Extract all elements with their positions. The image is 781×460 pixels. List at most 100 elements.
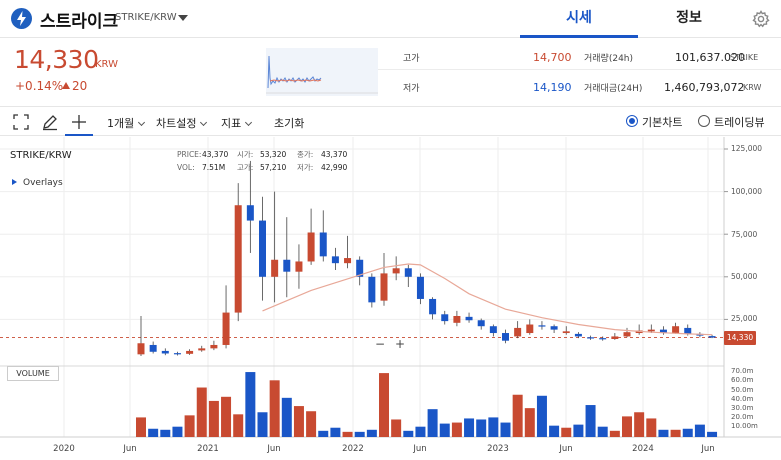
x-tick-label: Jun xyxy=(123,444,137,454)
candle-body xyxy=(574,333,582,337)
candle-body xyxy=(392,268,400,274)
trading-view-radio[interactable] xyxy=(698,115,710,127)
volume-bar xyxy=(281,397,292,437)
up-arrow-icon xyxy=(62,82,70,89)
vol-tick-label: 10.00m xyxy=(731,422,758,430)
x-tick-label: Jun xyxy=(413,444,427,454)
candle-body xyxy=(368,276,376,303)
crosshair-tool[interactable] xyxy=(65,107,93,136)
candle-body xyxy=(161,350,169,354)
candle-body xyxy=(502,333,509,341)
volume-bar xyxy=(464,418,475,437)
volume-bar xyxy=(549,425,560,437)
legend-vol-label: VOL: xyxy=(177,163,195,172)
chevron-down-icon xyxy=(200,118,208,127)
volume-bar xyxy=(366,429,377,437)
candle-body xyxy=(672,326,680,334)
indicators-select[interactable]: 지표 xyxy=(221,115,253,131)
y-tick-label: 50,000 xyxy=(731,272,758,281)
zoom-in-button[interactable]: + xyxy=(395,337,406,351)
vol-tick-label: 40.0m xyxy=(731,395,754,403)
chart-toolbar: 1개월 차트설정 지표 초기화 기본차트 트레이딩뷰 xyxy=(0,106,781,136)
candle-body xyxy=(271,259,279,277)
legend-low: 42,990 xyxy=(321,163,348,172)
vol-tick-label: 70.0m xyxy=(731,367,754,375)
volume-bar xyxy=(524,408,535,437)
volume-bar xyxy=(148,428,159,437)
candle-body xyxy=(283,259,291,272)
volume-bar xyxy=(622,416,632,437)
amount-24h-unit: KRW xyxy=(743,83,762,92)
y-tick-label: 75,000 xyxy=(731,230,758,239)
volume-bar xyxy=(403,430,414,437)
zoom-out-button[interactable]: − xyxy=(375,337,386,351)
period-select[interactable]: 1개월 xyxy=(107,115,146,131)
volume-bar xyxy=(646,418,657,437)
coin-pair: STRIKE/KRW xyxy=(115,12,177,23)
gear-icon[interactable] xyxy=(752,10,770,28)
volume-bar xyxy=(536,395,547,437)
volume-24h-unit: STRIKE xyxy=(730,53,759,62)
candle-body xyxy=(465,316,473,321)
volume-bar xyxy=(670,429,681,437)
candle-body xyxy=(550,326,558,330)
volume-bar xyxy=(512,394,523,437)
volume-bar xyxy=(354,431,365,437)
volume-bar xyxy=(184,415,195,437)
volume-bar xyxy=(694,424,705,437)
high-label: 고가 xyxy=(403,54,420,64)
tab-quote[interactable]: 시세 xyxy=(520,0,638,38)
reset-button[interactable]: 초기화 xyxy=(274,117,305,130)
fullscreen-icon[interactable] xyxy=(12,113,30,131)
volume-bar xyxy=(488,417,499,437)
high-value: 14,700 xyxy=(533,51,572,64)
candle-body xyxy=(429,298,437,315)
indicators-label: 지표 xyxy=(221,117,242,130)
stat-row-high: 고가 14,700 거래량(24h) 101,637.020 STRIKE xyxy=(378,41,781,70)
candle-body xyxy=(599,338,607,340)
amount-24h-label: 거래대금(24H) xyxy=(584,84,643,94)
candle-body xyxy=(489,326,497,334)
vol-tick-label: 60.0m xyxy=(731,376,754,384)
chart-settings-select[interactable]: 차트설정 xyxy=(156,115,208,131)
candle-body xyxy=(259,220,266,277)
candle-body xyxy=(441,314,449,322)
legend-close: 43,370 xyxy=(321,150,348,159)
tab-info[interactable]: 정보 xyxy=(676,10,702,26)
candle-body xyxy=(210,344,218,349)
triangle-right-icon xyxy=(12,179,17,185)
candle-body xyxy=(659,329,667,334)
volume-bar xyxy=(634,412,645,437)
x-tick-label: 2021 xyxy=(197,444,219,454)
candle-body xyxy=(538,325,546,327)
coin-select-caret-icon[interactable] xyxy=(178,15,188,21)
basic-chart-label[interactable]: 기본차트 xyxy=(642,116,683,129)
price-chart[interactable] xyxy=(0,137,781,460)
overlays-label: Overlays xyxy=(23,178,63,188)
price-unit: KRW xyxy=(95,59,118,70)
current-price: 14,330 xyxy=(14,45,99,74)
basic-chart-radio[interactable] xyxy=(626,115,638,127)
legend-price-label: PRICE: xyxy=(177,150,202,159)
y-tick-label: 100,000 xyxy=(731,187,763,196)
pencil-icon[interactable] xyxy=(41,113,59,131)
legend-vol: 7.51M xyxy=(202,163,226,172)
volume-bar xyxy=(233,414,244,437)
candle-body xyxy=(137,343,145,355)
volume-bar xyxy=(196,387,207,437)
vol-tick-label: 30.0m xyxy=(731,404,754,412)
candle-body xyxy=(477,320,485,327)
candle-body xyxy=(222,312,230,345)
trading-view-label[interactable]: 트레이딩뷰 xyxy=(714,116,765,129)
chart-symbol-label: STRIKE/KRW xyxy=(10,150,72,161)
crosshair-icon xyxy=(72,115,86,129)
volume-bar xyxy=(318,430,329,437)
candle-body xyxy=(234,205,242,313)
moving-average-line xyxy=(262,263,713,336)
overlays-toggle[interactable]: Overlays xyxy=(12,178,63,188)
volume-bar xyxy=(136,417,146,437)
x-tick-label: 2020 xyxy=(53,444,75,454)
volume-bar xyxy=(208,400,219,437)
y-tick-label: 125,000 xyxy=(731,144,763,153)
candle-body xyxy=(708,336,716,338)
